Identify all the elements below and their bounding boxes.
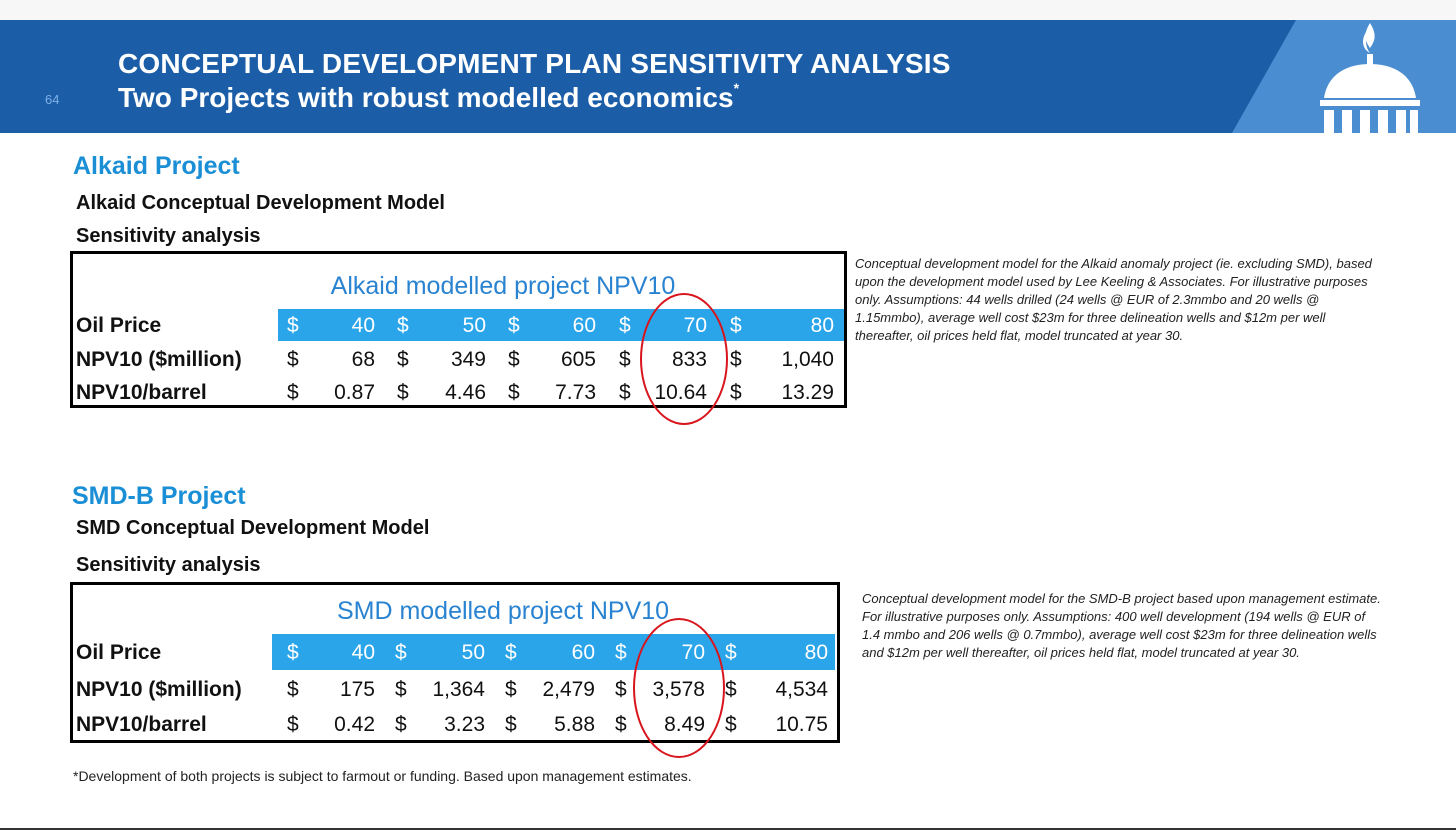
alkaid-npv-barrel-value: 0.87 [334, 381, 375, 404]
alkaid-price-currency: $ [730, 314, 742, 337]
alkaid-price-band [278, 309, 844, 341]
alkaid-npv-value: 605 [560, 348, 596, 371]
smd-npv-currency: $ [725, 678, 737, 701]
alkaid-section-title: Alkaid Project [73, 152, 240, 180]
smd-highlight-ellipse [633, 618, 725, 758]
alkaid-price-currency: $ [287, 314, 299, 337]
smd-row-label-npv10: NPV10 ($million) [76, 678, 242, 701]
alkaid-price-currency: $ [508, 314, 520, 337]
alkaid-npv-value: 349 [450, 348, 486, 371]
alkaid-price-value: 60 [572, 314, 596, 337]
alkaid-npv-barrel-currency: $ [508, 381, 520, 404]
smd-analysis-label: Sensitivity analysis [76, 554, 261, 576]
smd-npv-value: 2,479 [542, 678, 595, 701]
temple-flame-logo-icon [1320, 23, 1420, 133]
alkaid-npv-value: 68 [351, 348, 375, 371]
alkaid-analysis-label: Sensitivity analysis [76, 225, 261, 247]
alkaid-price-value: 80 [810, 314, 834, 337]
smd-section-title: SMD-B Project [72, 482, 246, 510]
alkaid-npv-currency: $ [619, 348, 631, 371]
smd-npv-value: 4,534 [775, 678, 828, 701]
smd-npv-barrel-currency: $ [725, 713, 737, 736]
smd-sensitivity-table: SMD modelled project NPV10 Oil Price NPV… [70, 582, 840, 743]
alkaid-npv-currency: $ [730, 348, 742, 371]
smd-npv-barrel-currency: $ [505, 713, 517, 736]
alkaid-price-currency: $ [619, 314, 631, 337]
slide-subtitle: Two Projects with robust modelled econom… [118, 80, 740, 113]
alkaid-row-label-oil-price: Oil Price [76, 314, 162, 337]
smd-price-band [272, 634, 835, 670]
smd-npv-currency: $ [505, 678, 517, 701]
smd-row-label-npv10-barrel: NPV10/barrel [76, 713, 207, 736]
footnote: *Development of both projects is subject… [73, 768, 692, 784]
smd-npv-barrel-currency: $ [287, 713, 299, 736]
bottom-divider [0, 828, 1456, 830]
slide-title: CONCEPTUAL DEVELOPMENT PLAN SENSITIVITY … [118, 48, 951, 79]
smd-price-value: 60 [571, 641, 595, 664]
smd-npv-currency: $ [395, 678, 407, 701]
smd-npv-value: 175 [339, 678, 375, 701]
alkaid-npv-value: 1,040 [781, 348, 834, 371]
smd-npv-barrel-value: 10.75 [775, 713, 828, 736]
smd-npv-barrel-value: 5.88 [554, 713, 595, 736]
alkaid-price-value: 50 [462, 314, 486, 337]
alkaid-price-currency: $ [397, 314, 409, 337]
alkaid-npv-barrel-value: 13.29 [781, 381, 834, 404]
alkaid-npv-currency: $ [508, 348, 520, 371]
alkaid-row-label-npv10: NPV10 ($million) [76, 348, 242, 371]
smd-npv-barrel-value: 3.23 [444, 713, 485, 736]
smd-price-currency: $ [505, 641, 517, 664]
smd-price-currency: $ [395, 641, 407, 664]
alkaid-npv-barrel-currency: $ [287, 381, 299, 404]
smd-npv-currency: $ [615, 678, 627, 701]
smd-price-currency: $ [725, 641, 737, 664]
alkaid-highlight-ellipse [640, 293, 728, 425]
smd-price-value: 50 [461, 641, 485, 664]
smd-npv-value: 1,364 [432, 678, 485, 701]
alkaid-npv-barrel-value: 4.46 [445, 381, 486, 404]
smd-table-title: SMD modelled project NPV10 [336, 597, 670, 625]
smd-price-currency: $ [615, 641, 627, 664]
slide-number: 64 [45, 92, 60, 107]
alkaid-npv-currency: $ [287, 348, 299, 371]
alkaid-npv-barrel-currency: $ [397, 381, 409, 404]
smd-assumptions-note: Conceptual development model for the SMD… [862, 591, 1381, 660]
alkaid-table-title: Alkaid modelled project NPV10 [330, 272, 676, 300]
smd-price-value: 40 [351, 641, 375, 664]
smd-npv-barrel-currency: $ [615, 713, 627, 736]
alkaid-price-value: 40 [351, 314, 375, 337]
alkaid-sensitivity-table: Alkaid modelled project NPV10 Oil Price … [70, 251, 847, 408]
alkaid-model-title: Alkaid Conceptual Development Model [76, 192, 445, 214]
smd-npv-currency: $ [287, 678, 299, 701]
smd-price-currency: $ [287, 641, 299, 664]
alkaid-npv-barrel-currency: $ [730, 381, 742, 404]
smd-model-title: SMD Conceptual Development Model [76, 517, 430, 539]
alkaid-assumptions-note: Conceptual development model for the Alk… [855, 256, 1372, 343]
top-strip [0, 0, 1456, 20]
slide-header: 64 CONCEPTUAL DEVELOPMENT PLAN SENSITIVI… [0, 20, 1456, 133]
alkaid-npv-barrel-value: 7.73 [555, 381, 596, 404]
title-footnote-mark: * [733, 80, 740, 96]
smd-price-value: 80 [804, 641, 828, 664]
smd-npv-barrel-currency: $ [395, 713, 407, 736]
alkaid-npv-barrel-currency: $ [619, 381, 631, 404]
smd-row-label-oil-price: Oil Price [76, 641, 162, 664]
alkaid-row-label-npv10-barrel: NPV10/barrel [76, 381, 207, 404]
alkaid-npv-currency: $ [397, 348, 409, 371]
smd-npv-barrel-value: 0.42 [334, 713, 375, 736]
